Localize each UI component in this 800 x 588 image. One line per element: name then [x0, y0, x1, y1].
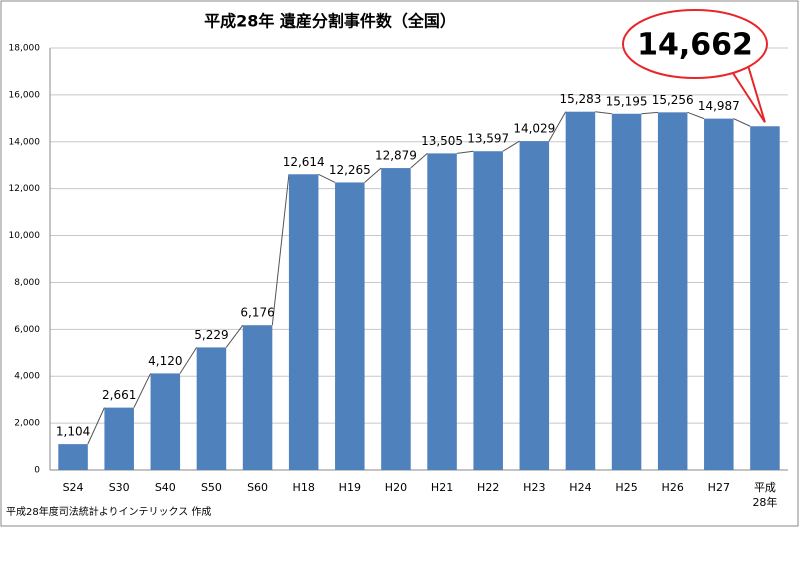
bar	[58, 444, 88, 470]
value-label: 5,229	[194, 328, 228, 342]
series-line	[271, 174, 290, 326]
bar	[196, 347, 227, 470]
x-tick-label: S40	[155, 481, 176, 494]
x-tick-label: H18	[293, 481, 315, 494]
source-note: 平成28年度司法統計よりインテリックス 作成	[6, 505, 211, 518]
series-line	[225, 324, 244, 348]
x-tick-label: H25	[615, 481, 637, 494]
series-line	[687, 111, 705, 120]
y-tick-label: 4,000	[14, 372, 40, 382]
series-line	[595, 111, 612, 115]
bar	[565, 111, 596, 471]
series-line	[179, 347, 198, 374]
callout-value-label: 14,662	[637, 28, 753, 63]
value-label: 12,614	[283, 155, 325, 169]
bar	[611, 113, 642, 471]
bar	[657, 112, 688, 471]
x-tick-label: H20	[385, 481, 407, 494]
series-line	[410, 153, 428, 169]
bar	[381, 168, 411, 470]
y-tick-label: 12,000	[9, 184, 41, 194]
y-tick-label: 14,000	[9, 137, 41, 147]
y-tick-label: 2,000	[14, 419, 40, 429]
value-label: 12,879	[375, 149, 417, 163]
callout	[622, 9, 768, 79]
bar	[288, 174, 319, 470]
y-tick-label: 0	[34, 466, 40, 476]
value-label: 4,120	[148, 354, 182, 368]
y-tick-label: 10,000	[9, 231, 41, 241]
x-tick-label: 平成 28年	[752, 481, 777, 509]
value-label: 6,176	[240, 306, 274, 320]
x-tick-label: H23	[523, 481, 545, 494]
value-label: 15,256	[652, 93, 694, 107]
series-line	[733, 118, 751, 127]
value-label: 15,195	[606, 94, 648, 108]
x-tick-label: H21	[431, 481, 453, 494]
chart-title: 平成28年 遺産分割事件数（全国）	[204, 12, 456, 31]
x-tick-label: S30	[109, 481, 130, 494]
bar	[242, 325, 273, 470]
value-label: 2,661	[102, 388, 136, 402]
x-tick-label: H24	[569, 481, 591, 494]
y-tick-label: 6,000	[14, 325, 40, 335]
value-label: 12,265	[329, 163, 371, 177]
y-tick-label: 8,000	[14, 278, 40, 288]
x-tick-label: H27	[708, 481, 730, 494]
series-line	[456, 150, 474, 154]
series-line	[318, 173, 336, 183]
callout-cover	[732, 58, 746, 68]
x-tick-label: H22	[477, 481, 499, 494]
value-label: 13,597	[467, 132, 509, 146]
y-tick-label: 18,000	[9, 44, 41, 54]
value-label: 1,104	[56, 425, 90, 439]
x-tick-label: S60	[247, 481, 268, 494]
x-tick-label: H19	[339, 481, 361, 494]
bar	[519, 141, 550, 470]
series-line	[364, 167, 382, 183]
series-line	[133, 373, 152, 408]
series-line	[641, 111, 658, 115]
series-line	[87, 407, 105, 445]
bar	[150, 373, 181, 470]
bar	[335, 182, 365, 470]
x-tick-label: H26	[662, 481, 684, 494]
value-label: 15,283	[559, 92, 601, 106]
bar	[704, 118, 734, 470]
bar	[104, 407, 134, 470]
bar	[750, 126, 780, 470]
callout-tail	[730, 61, 766, 123]
bar	[473, 151, 503, 470]
x-tick-label: S24	[63, 481, 84, 494]
value-label: 13,505	[421, 134, 463, 148]
value-label: 14,987	[698, 99, 740, 113]
series-line	[548, 111, 567, 142]
series-line	[502, 140, 520, 152]
y-tick-label: 16,000	[9, 90, 41, 100]
value-label: 14,029	[513, 122, 555, 136]
x-tick-label: S50	[201, 481, 222, 494]
bar	[427, 153, 457, 470]
